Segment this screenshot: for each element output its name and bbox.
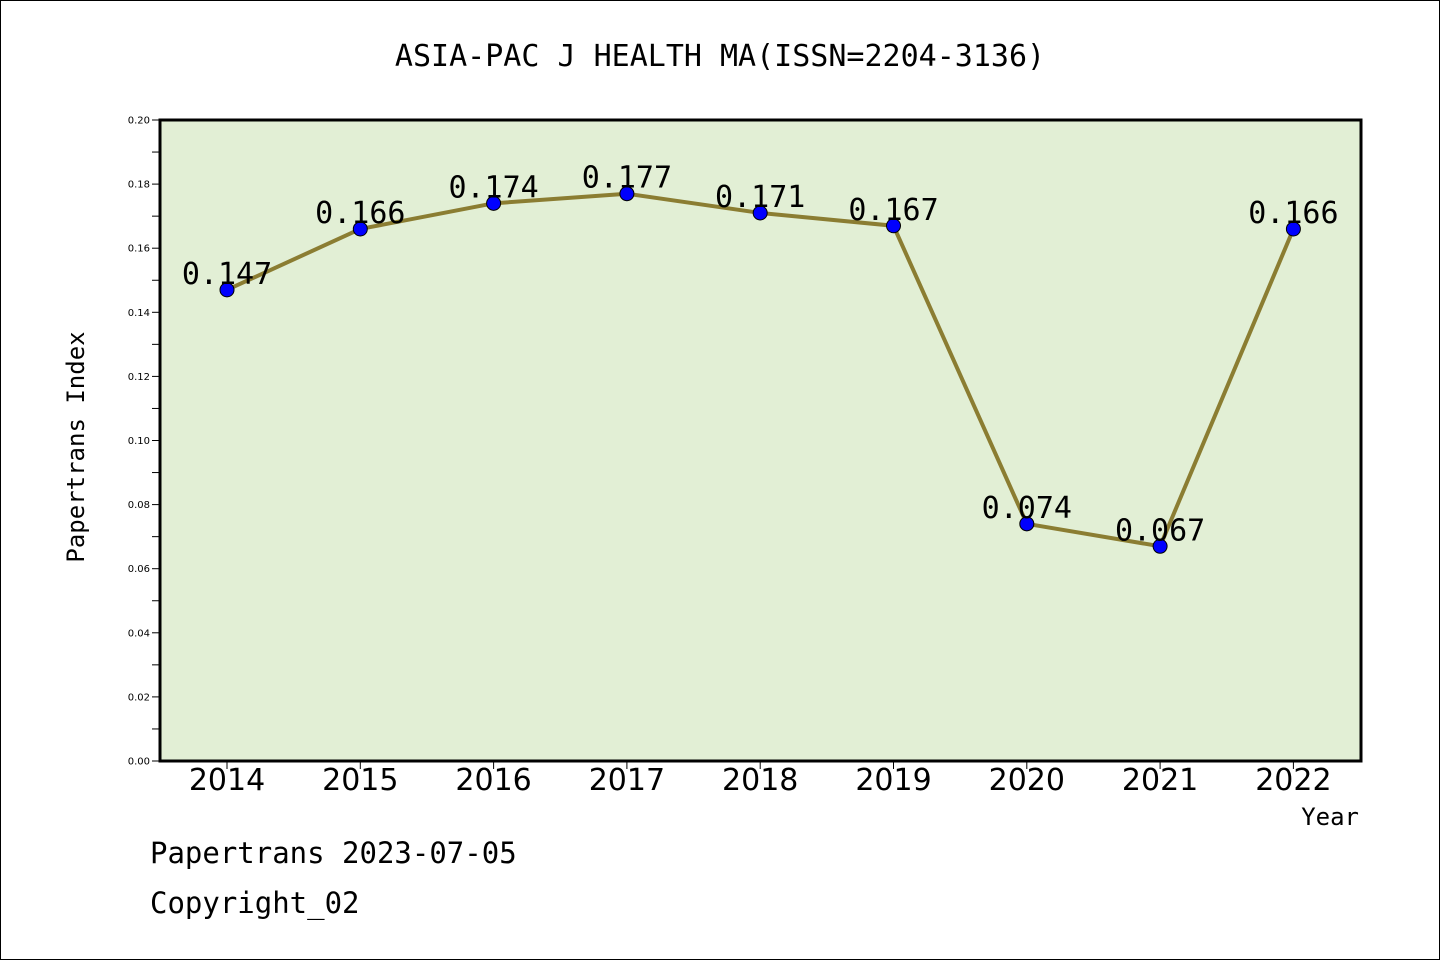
data-label: 0.147 xyxy=(182,257,272,292)
chart-title: ASIA-PAC J HEALTH MA(ISSN=2204-3136) xyxy=(395,39,1045,74)
data-label: 0.166 xyxy=(1248,196,1338,231)
data-label: 0.166 xyxy=(315,196,405,231)
data-point xyxy=(352,221,368,237)
y-tick-label: 0.10 xyxy=(128,436,150,447)
y-tick-label: 0.20 xyxy=(128,116,150,127)
x-tick-label: 2014 xyxy=(189,763,265,798)
footer-copyright: Copyright_02 xyxy=(150,886,360,920)
data-label: 0.067 xyxy=(1115,513,1205,548)
y-tick-label: 0.00 xyxy=(128,757,150,768)
data-point xyxy=(752,205,768,221)
x-tick-label: 2022 xyxy=(1255,763,1331,798)
x-tick-label: 2021 xyxy=(1122,763,1198,798)
y-tick-label: 0.04 xyxy=(128,628,150,639)
x-axis-label: Year xyxy=(1301,803,1359,831)
data-point xyxy=(1019,516,1035,532)
x-tick-label: 2020 xyxy=(989,763,1065,798)
data-label: 0.177 xyxy=(582,161,672,196)
data-label: 0.074 xyxy=(982,491,1072,526)
data-label: 0.174 xyxy=(448,170,538,205)
data-point xyxy=(1285,221,1301,237)
data-point xyxy=(219,282,235,298)
series-group xyxy=(219,186,1301,554)
data-label: 0.167 xyxy=(848,193,938,228)
x-tick-label: 2016 xyxy=(455,763,531,798)
data-point xyxy=(486,195,502,211)
y-tick-label: 0.18 xyxy=(128,180,150,191)
data-labels-group: 0.147 0.166 0.174 0.177 0.171 0.167 0.074 0.067… xyxy=(182,161,1339,549)
footer-date: Papertrans 2023-07-05 xyxy=(150,836,517,870)
x-tick-label: 2015 xyxy=(322,763,398,798)
data-point xyxy=(1152,538,1168,554)
data-point xyxy=(619,186,635,202)
data-point xyxy=(886,218,901,234)
x-tick-label: 2018 xyxy=(722,763,798,798)
y-tick-label: 0.02 xyxy=(128,692,150,703)
y-tick-label: 0.16 xyxy=(128,244,150,255)
x-tick-label: 2019 xyxy=(855,763,931,798)
data-label: 0.171 xyxy=(715,180,805,215)
y-axis-label: Papertrans Index xyxy=(62,331,90,562)
axis-ticks: 0.00 0.02 0.04 0.06 0.08 0.10 0.12 0.14 0.16 0.18… xyxy=(128,116,1332,799)
y-tick-label: 0.08 xyxy=(128,500,150,511)
plot-border xyxy=(158,118,1363,763)
y-tick-label: 0.12 xyxy=(128,372,150,383)
y-tick-label: 0.06 xyxy=(128,564,150,575)
x-tick-label: 2017 xyxy=(589,763,665,798)
y-tick-label: 0.14 xyxy=(128,308,150,319)
